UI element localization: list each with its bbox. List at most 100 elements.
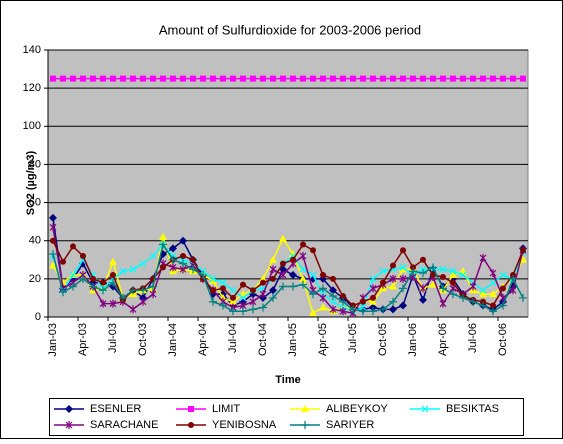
marker [390, 262, 396, 269]
marker [399, 284, 407, 293]
marker [470, 75, 476, 82]
marker [479, 286, 487, 294]
marker [479, 301, 487, 310]
marker [169, 255, 177, 264]
marker [229, 286, 237, 294]
marker [430, 75, 436, 82]
marker [360, 75, 366, 82]
marker [299, 265, 307, 273]
marker [89, 282, 97, 291]
marker [439, 299, 447, 308]
marker [369, 307, 377, 316]
marker [49, 250, 57, 259]
marker [430, 272, 436, 279]
marker [489, 307, 497, 316]
marker [99, 286, 107, 295]
marker [160, 75, 166, 82]
marker [129, 305, 137, 314]
x-tick-label: Apr-06 [437, 323, 449, 356]
marker [109, 257, 117, 265]
marker [519, 293, 527, 302]
y-tick-label: 140 [23, 44, 41, 56]
marker [300, 75, 306, 82]
legend-box [49, 398, 524, 436]
marker [439, 265, 447, 273]
marker [310, 75, 316, 82]
marker [279, 234, 287, 242]
marker [460, 75, 466, 82]
marker [260, 75, 266, 82]
marker [159, 240, 167, 249]
marker [210, 75, 216, 82]
marker [280, 260, 286, 267]
marker [110, 272, 116, 279]
y-tick-label: 100 [23, 120, 41, 132]
marker [139, 286, 147, 295]
marker [379, 305, 387, 314]
marker [270, 75, 276, 82]
marker [69, 271, 77, 279]
marker [90, 275, 96, 282]
marker [120, 75, 126, 82]
x-tick-label: Jan-04 [167, 323, 179, 357]
marker [319, 303, 327, 311]
series-line [52, 243, 524, 313]
marker [459, 293, 467, 302]
y-tick-label: 0 [35, 311, 41, 323]
x-tick-label: Oct-04 [257, 323, 269, 356]
marker [369, 275, 377, 283]
marker [179, 236, 187, 245]
marker [309, 309, 317, 317]
marker [499, 301, 507, 310]
legend-marker [65, 405, 73, 413]
marker [279, 282, 287, 291]
marker [80, 75, 86, 82]
marker [249, 297, 257, 306]
marker [240, 281, 246, 288]
marker [310, 247, 316, 254]
marker [399, 265, 407, 273]
marker [340, 75, 346, 82]
legend-marker [301, 405, 309, 412]
marker [419, 284, 427, 293]
marker [309, 290, 317, 299]
marker [419, 295, 427, 304]
marker [149, 290, 157, 299]
marker [309, 271, 317, 279]
x-tick-label: Jan-03 [47, 323, 59, 357]
legend-marker [301, 421, 309, 429]
x-tick-label: Apr-04 [197, 323, 209, 356]
marker [299, 274, 307, 282]
marker [440, 273, 446, 280]
marker [420, 256, 426, 263]
marker [509, 286, 517, 295]
marker [419, 269, 427, 278]
marker [119, 267, 127, 275]
marker [139, 260, 147, 268]
marker [400, 75, 406, 82]
marker [500, 75, 506, 82]
marker [489, 269, 497, 278]
marker [60, 75, 66, 82]
marker [180, 75, 186, 82]
x-tick-label: Oct-06 [497, 323, 509, 356]
marker [79, 274, 87, 283]
marker [360, 298, 366, 305]
marker [299, 280, 307, 289]
x-tick-label: Jul-05 [347, 323, 359, 353]
marker [150, 75, 156, 82]
marker [129, 286, 137, 295]
marker [210, 287, 216, 294]
marker [109, 278, 117, 287]
marker [409, 267, 417, 276]
marker [330, 75, 336, 82]
marker [180, 252, 186, 259]
marker [130, 75, 136, 82]
y-tick-label: 20 [29, 273, 41, 285]
marker [389, 305, 397, 314]
y-tick-label: 40 [29, 235, 41, 247]
y-axis-title: SO2 (µg/m3) [25, 150, 37, 215]
marker [290, 75, 296, 82]
marker [159, 232, 167, 240]
marker [489, 279, 497, 287]
